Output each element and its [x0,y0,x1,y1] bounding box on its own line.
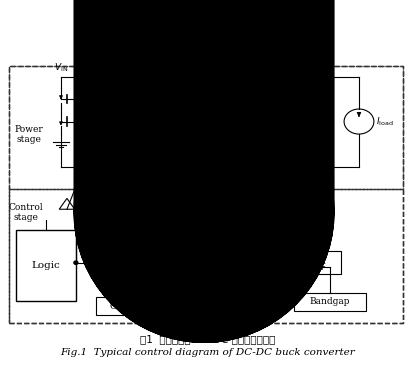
Circle shape [158,166,162,169]
Text: $I_{\rm SEN}$: $I_{\rm SEN}$ [141,195,156,208]
Bar [224,127,236,148]
Text: Control: Control [9,203,44,212]
Text: $V_{\rm ADD}$: $V_{\rm ADD}$ [215,238,234,251]
Bar [224,276,236,295]
Text: $C_{\rm OUT}$: $C_{\rm OUT}$ [126,109,146,121]
Bar [149,86,172,97]
Text: ESR: ESR [151,87,169,96]
Text: $R_4$: $R_4$ [238,89,250,102]
Text: $V_{\rm IN}$: $V_{\rm IN}$ [54,61,68,74]
Text: Power: Power [15,126,44,134]
Text: 图1  典型降压型 DC-DC 变换器控制框图: 图1 典型降压型 DC-DC 变换器控制框图 [140,334,276,344]
Bar [224,86,236,107]
Text: -: - [248,262,253,273]
Bar [149,234,213,258]
Text: $C_1$: $C_1$ [242,294,254,307]
Text: $R_3$: $R_3$ [238,131,250,144]
Circle shape [228,76,232,79]
Text: stage: stage [14,213,39,222]
Text: $L$: $L$ [149,66,156,78]
Text: stage: stage [17,135,42,145]
Bar [9,66,403,189]
Circle shape [137,204,159,223]
Text: EA: EA [252,259,264,268]
Bar [169,276,181,295]
Text: PWM: PWM [98,260,119,268]
Text: $V_{\rm OUT}$: $V_{\rm OUT}$ [274,67,295,79]
Circle shape [165,204,187,223]
Text: Bandgap: Bandgap [310,298,350,306]
Circle shape [146,199,151,202]
Text: $I_{\rm SLOPE}$: $I_{\rm SLOPE}$ [218,207,239,220]
Bar [295,293,366,311]
Text: $R_1$: $R_1$ [238,279,250,291]
Circle shape [158,76,162,79]
Text: ADD: ADD [170,242,191,250]
Text: OSC: OSC [109,302,131,311]
Text: -: - [102,262,106,273]
Bar [292,251,341,274]
Text: $I_{\rm DC}$: $I_{\rm DC}$ [171,195,182,208]
Circle shape [202,199,206,202]
Circle shape [267,76,272,79]
Circle shape [228,166,232,169]
Text: +: + [100,254,108,263]
Bar [9,66,403,323]
Bar [96,297,146,315]
Text: FB: FB [310,254,323,263]
Text: $R_{\rm F}\cdot{\rm F}$: $R_{\rm F}\cdot{\rm F}$ [305,261,327,274]
Text: $I_{\rm load}$: $I_{\rm load}$ [376,115,394,128]
Text: Fig.1  Typical control diagram of DC-DC buck converter: Fig.1 Typical control diagram of DC-DC b… [61,348,355,358]
Text: $R_2$: $R_2$ [183,279,195,291]
Circle shape [193,204,215,223]
Text: Logic: Logic [32,261,60,270]
Circle shape [344,109,374,134]
Bar [9,189,403,323]
Bar [16,230,76,301]
Circle shape [74,261,78,264]
Text: MP1: MP1 [79,94,100,104]
Text: MN1: MN1 [79,117,102,126]
Circle shape [119,299,123,303]
Text: +: + [247,252,255,261]
Circle shape [174,199,178,202]
